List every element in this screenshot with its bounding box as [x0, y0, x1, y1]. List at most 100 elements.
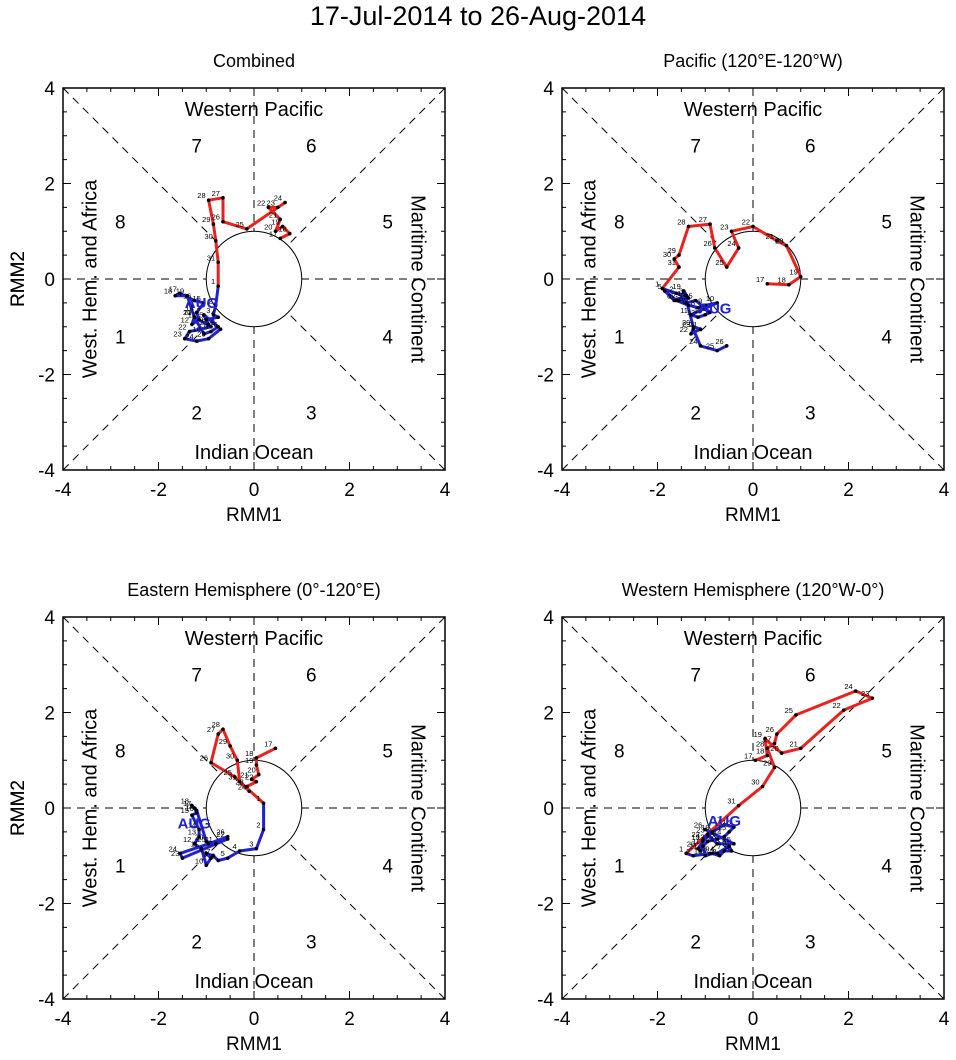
x-tick-label: -2 [649, 480, 666, 501]
day-label: 23 [861, 689, 869, 698]
day-point [727, 830, 731, 834]
day-label: 21 [269, 210, 277, 219]
day-point [660, 286, 665, 291]
x-tick-label: 0 [249, 480, 260, 501]
day-point [197, 834, 201, 839]
day-label: 2 [209, 296, 213, 305]
day-point [173, 293, 178, 298]
day-point [686, 296, 691, 300]
day-label: 13 [188, 311, 196, 320]
y-tick-label: -2 [38, 366, 55, 387]
day-label: 22 [692, 830, 700, 839]
day-point [204, 839, 209, 844]
x-axis-label: RMM1 [226, 1034, 282, 1055]
day-label: 21 [789, 739, 797, 748]
day-label: 2 [256, 820, 260, 829]
day-point [708, 310, 712, 315]
day-label: 20 [247, 766, 255, 775]
x-tick-label: -2 [649, 1009, 666, 1030]
day-point [727, 844, 731, 848]
day-point [684, 851, 688, 856]
phase-number: 1 [115, 327, 126, 348]
day-point [254, 756, 259, 760]
day-label: 19 [754, 730, 762, 739]
day-point [698, 849, 703, 853]
day-label: 24 [727, 239, 735, 248]
day-point [276, 205, 280, 210]
day-label: 26 [216, 828, 224, 837]
day-point [218, 327, 223, 331]
day-point [732, 825, 736, 829]
day-point [662, 289, 667, 293]
day-label: 14 [185, 303, 193, 312]
day-label: 3 [703, 844, 707, 853]
day-point [870, 696, 875, 700]
day-point [192, 298, 197, 303]
y-tick-label: 4 [44, 79, 55, 100]
trajectory-jul [209, 727, 277, 805]
month-label-aug: AUG [698, 301, 731, 318]
day-point [703, 827, 708, 832]
day-point [794, 713, 798, 717]
day-point [736, 803, 741, 808]
day-point [211, 853, 216, 858]
day-label: 21 [204, 835, 212, 844]
day-point [190, 803, 194, 808]
day-label: 25 [197, 330, 205, 339]
day-label: 19 [692, 832, 700, 841]
phase-number: 3 [306, 404, 317, 425]
x-tick-label: 4 [939, 1009, 950, 1030]
day-point [696, 315, 700, 320]
x-tick-label: 2 [344, 1009, 355, 1030]
day-label: 30 [204, 232, 212, 241]
y-tick-label: 0 [543, 270, 554, 291]
day-point [214, 303, 218, 308]
day-label: 28 [212, 720, 220, 729]
day-label: 1 [655, 280, 659, 289]
day-label: 18 [701, 823, 709, 832]
day-point [710, 851, 715, 856]
y-tick-label: 0 [44, 799, 55, 820]
day-point [798, 746, 803, 751]
day-label: 24 [706, 835, 714, 844]
day-label: 30 [663, 250, 671, 259]
day-label: 21 [689, 842, 697, 851]
day-label: 29 [202, 215, 210, 224]
day-label: 14 [188, 820, 196, 829]
day-label: 22 [742, 217, 750, 226]
day-label: 7 [681, 296, 685, 305]
day-point [705, 839, 710, 844]
day-point [221, 727, 225, 732]
phase-number: 3 [805, 933, 816, 954]
day-point [772, 765, 777, 770]
phase-number: 4 [881, 856, 892, 877]
day-point [199, 846, 204, 851]
day-label: 18 [245, 749, 253, 758]
day-point [197, 317, 201, 322]
phase-number: 1 [614, 856, 625, 877]
day-label: 24 [844, 682, 852, 691]
day-label: 28 [756, 739, 764, 748]
day-label: 10 [195, 856, 203, 865]
phase-number: 2 [690, 404, 701, 425]
day-point [684, 301, 688, 305]
day-point [853, 689, 858, 693]
day-point [192, 315, 197, 320]
day-label: 23 [171, 849, 179, 858]
x-tick-label: -4 [55, 480, 72, 501]
day-label: 21 [240, 770, 248, 779]
day-point [698, 327, 703, 331]
phase-number: 7 [690, 136, 701, 157]
day-point [708, 222, 712, 226]
day-label: 29 [219, 737, 227, 746]
day-label: 31 [228, 773, 236, 782]
day-point [254, 846, 259, 851]
day-point [278, 236, 283, 241]
day-point [689, 313, 693, 317]
day-point [691, 327, 696, 331]
y-tick-label: 2 [44, 704, 55, 725]
day-label: 26 [200, 754, 208, 763]
